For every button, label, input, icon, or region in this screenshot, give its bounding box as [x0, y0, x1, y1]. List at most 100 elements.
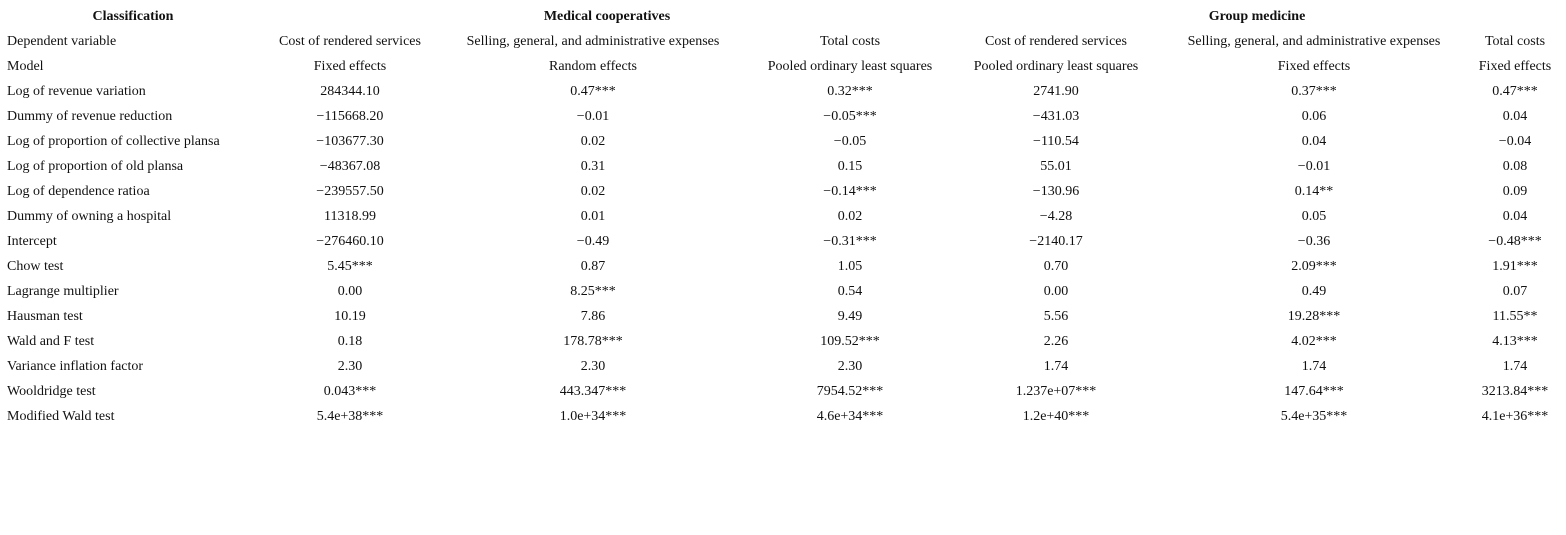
table-cell: Fixed effects: [313, 59, 387, 74]
table-cell: Fixed effects: [1277, 59, 1351, 74]
table-cell: 0.14**: [1294, 184, 1334, 199]
table-cell: −0.14***: [823, 184, 877, 199]
table-cell: −0.48***: [1488, 234, 1542, 249]
table-cell: Fixed effects: [1478, 59, 1552, 74]
table-cell: Pooled ordinary least squares: [767, 59, 933, 74]
table-cell: 2741.90: [1033, 84, 1079, 99]
header-cell: Medical cooperatives: [543, 9, 671, 24]
table-cell: 0.00: [337, 284, 363, 299]
table-cell: Cost of rendered services: [985, 34, 1127, 49]
table-cell: −2140.17: [1029, 234, 1083, 249]
table-cell: 0.49: [1301, 284, 1327, 299]
table-cell: 1.74: [1502, 359, 1528, 374]
row-label: Log of proportion of old plansa: [7, 159, 184, 174]
table-cell: 0.00: [1043, 284, 1069, 299]
table-cell: 0.07: [1502, 284, 1528, 299]
row-label: Chow test: [7, 259, 64, 274]
table-cell: 0.47***: [570, 84, 616, 99]
table-cell: 0.87: [580, 259, 606, 274]
table-cell: 1.91***: [1492, 259, 1538, 274]
table-cell: Selling, general, and administrative exp…: [1187, 34, 1441, 49]
table-cell: 0.04: [1502, 209, 1528, 224]
table-cell: 0.54: [837, 284, 863, 299]
table-cell: 1.74: [1043, 359, 1069, 374]
table-cell: 8.25***: [570, 284, 616, 299]
table-cell: 4.6e+34***: [816, 409, 884, 424]
table-cell: −0.01: [576, 109, 610, 124]
table-cell: 1.05: [837, 259, 863, 274]
table-cell: Selling, general, and administrative exp…: [466, 34, 720, 49]
table-cell: 5.4e+35***: [1280, 409, 1348, 424]
header-cell: Group medicine: [1208, 9, 1306, 24]
table-cell: 19.28***: [1287, 309, 1341, 324]
table-cell: 0.47***: [1492, 84, 1538, 99]
table-cell: Total costs: [819, 34, 881, 49]
table-cell: 4.13***: [1492, 334, 1538, 349]
table-cell: 0.06: [1301, 109, 1327, 124]
row-label: Lagrange multiplier: [7, 284, 119, 299]
table-cell: −0.49: [576, 234, 610, 249]
table-cell: 0.043***: [323, 384, 377, 399]
row-label: Variance inflation factor: [7, 359, 144, 374]
row-label: Dummy of owning a hospital: [7, 209, 172, 224]
table-cell: 443.347***: [559, 384, 627, 399]
table-cell: 0.37***: [1291, 84, 1337, 99]
table-cell: 10.19: [334, 309, 366, 324]
row-label: Dependent variable: [7, 34, 117, 49]
table-cell: −0.05: [833, 134, 867, 149]
table-cell: 1.2e+40***: [1022, 409, 1090, 424]
table-cell: −0.01: [1297, 159, 1331, 174]
row-label: Log of revenue variation: [7, 84, 146, 99]
table-cell: −0.31***: [823, 234, 877, 249]
table-cell: Pooled ordinary least squares: [973, 59, 1139, 74]
table-cell: 0.02: [580, 134, 606, 149]
table-cell: 0.70: [1043, 259, 1069, 274]
row-label: Model: [7, 59, 44, 74]
header-cell: Classification: [92, 9, 174, 24]
table-cell: −0.04: [1498, 134, 1532, 149]
table-cell: 0.08: [1502, 159, 1528, 174]
table-cell: 284344.10: [320, 84, 380, 99]
table-cell: 5.4e+38***: [316, 409, 384, 424]
table-cell: −0.36: [1297, 234, 1331, 249]
table-cell: 0.31: [580, 159, 606, 174]
table-cell: 4.1e+36***: [1481, 409, 1549, 424]
table-cell: −48367.08: [319, 159, 381, 174]
table-cell: 5.56: [1043, 309, 1069, 324]
table-cell: 1.0e+34***: [559, 409, 627, 424]
table-cell: −115668.20: [316, 109, 384, 124]
table-cell: 9.49: [837, 309, 863, 324]
table-cell: −110.54: [1033, 134, 1079, 149]
table-cell: 2.09***: [1291, 259, 1337, 274]
row-label: Dummy of revenue reduction: [7, 109, 173, 124]
table-cell: 3213.84***: [1481, 384, 1549, 399]
table-cell: 55.01: [1040, 159, 1072, 174]
table-cell: 5.45***: [327, 259, 373, 274]
table-cell: 0.02: [837, 209, 863, 224]
table-cell: 0.09: [1502, 184, 1528, 199]
row-label: Wald and F test: [7, 334, 95, 349]
table-cell: 2.26: [1043, 334, 1069, 349]
table-cell: 7.86: [580, 309, 606, 324]
table-cell: 178.78***: [563, 334, 623, 349]
table-cell: 2.30: [837, 359, 863, 374]
table-cell: 1.237e+07***: [1015, 384, 1097, 399]
table-cell: Random effects: [549, 59, 637, 74]
table-cell: 0.01: [580, 209, 606, 224]
table-cell: 2.30: [580, 359, 606, 374]
row-label: Log of dependence ratioa: [7, 184, 150, 199]
table-cell: 11318.99: [324, 209, 376, 224]
table-cell: Total costs: [1484, 34, 1546, 49]
table-cell: 0.04: [1301, 134, 1327, 149]
row-label: Log of proportion of collective plansa: [7, 134, 220, 149]
table-cell: −130.96: [1032, 184, 1080, 199]
table-cell: 0.05: [1301, 209, 1327, 224]
table-cell: 1.74: [1301, 359, 1327, 374]
table-cell: 0.04: [1502, 109, 1528, 124]
table-cell: Cost of rendered services: [279, 34, 421, 49]
row-label: Intercept: [7, 234, 57, 249]
table-cell: 0.15: [837, 159, 863, 174]
table-cell: −239557.50: [316, 184, 384, 199]
table-cell: 2.30: [337, 359, 363, 374]
row-label: Modified Wald test: [7, 409, 115, 424]
